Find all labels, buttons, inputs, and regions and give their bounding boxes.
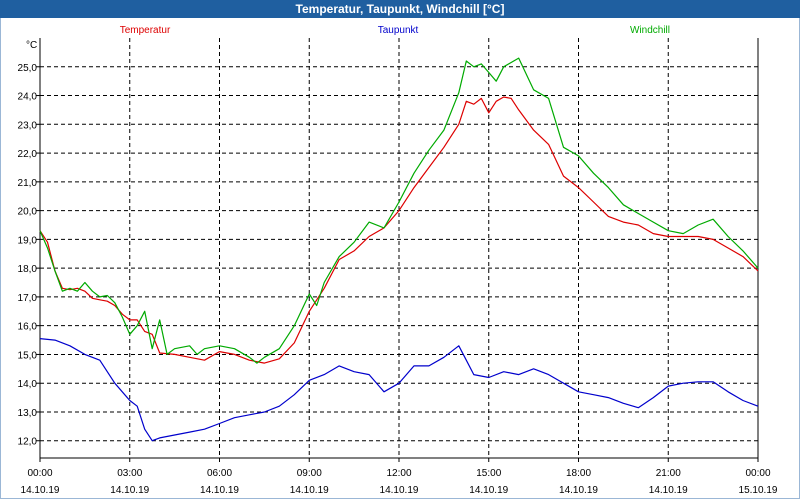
y-tick-label: 12,0 [18,437,38,448]
x-tick-date-label: 15.10.19 [739,485,778,496]
y-tick-label: 13,0 [18,408,38,419]
x-tick-time-label: 12:00 [386,468,411,479]
x-tick-date-label: 14.10.19 [649,485,688,496]
x-tick-date-label: 14.10.19 [469,485,508,496]
series-line-windchill [39,57,759,364]
y-tick-label: 19,0 [18,235,38,246]
x-tick-date-label: 14.10.19 [21,485,60,496]
y-tick-label: 21,0 [18,178,38,189]
x-tick-time-label: 18:00 [566,468,591,479]
y-tick-label: 17,0 [18,293,38,304]
y-tick-label: 25,0 [18,63,38,74]
y-tick-label: 24,0 [18,92,38,103]
y-axis-unit-label: °C [26,40,37,51]
x-tick-time-label: 06:00 [207,468,232,479]
legend-label-windchill: Windchill [630,25,670,36]
x-tick-date-label: 14.10.19 [200,485,239,496]
legend-label-taupunkt: Taupunkt [378,25,419,36]
series-line-taupunkt [39,338,759,442]
x-tick-time-label: 21:00 [656,468,681,479]
x-tick-time-label: 00:00 [27,468,52,479]
chart-window-title: Temperatur, Taupunkt, Windchill [°C] [0,0,800,18]
x-tick-time-label: 03:00 [117,468,142,479]
y-tick-label: 22,0 [18,149,38,160]
y-tick-label: 16,0 [18,322,38,333]
y-tick-label: 23,0 [18,120,38,131]
x-tick-date-label: 14.10.19 [559,485,598,496]
y-tick-label: 15,0 [18,350,38,361]
x-tick-date-label: 14.10.19 [290,485,329,496]
series-line-temperatur [39,96,759,364]
x-tick-time-label: 15:00 [476,468,501,479]
y-tick-label: 14,0 [18,379,38,390]
x-tick-time-label: 09:00 [297,468,322,479]
y-tick-label: 20,0 [18,207,38,218]
y-tick-label: 18,0 [18,264,38,275]
x-tick-date-label: 14.10.19 [380,485,419,496]
x-tick-time-label: 00:00 [745,468,770,479]
x-tick-date-label: 14.10.19 [110,485,149,496]
legend-label-temperatur: Temperatur [120,25,171,36]
